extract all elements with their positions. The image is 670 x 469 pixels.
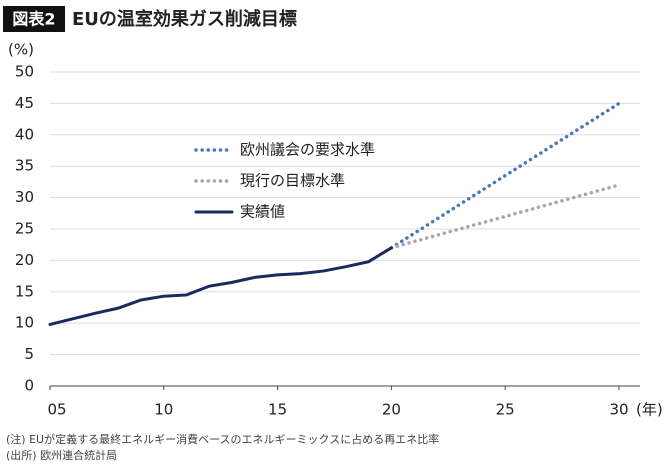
y-tick-label: 40 [15,125,34,143]
y-tick-label: 20 [15,251,34,269]
y-tick-label: 45 [15,94,34,112]
source: (出所) 欧州連合統計局 [6,448,117,462]
x-tick-label: 10 [154,401,173,419]
series-line [389,101,621,250]
note: (注) EUが定義する最終エネルギー消費ベースのエネルギーミックスに占める再エネ… [6,432,439,446]
y-tick-label: 35 [15,157,34,175]
chart-title: EUの温室効果ガス削減目標 [72,8,297,30]
legend-label: 欧州議会の要求水準 [240,141,375,159]
y-tick-label: 30 [15,188,34,206]
series-line [48,246,393,326]
series-line [389,183,621,250]
y-unit: (%) [8,41,34,59]
badge-box [3,6,65,32]
x-tick-label: 30 [609,401,628,419]
y-tick-label: 0 [24,377,34,395]
x-tick-label: 25 [496,401,515,419]
legend-label: 現行の目標水準 [240,172,345,190]
y-tick-label: 15 [15,282,34,300]
x-tick-label: 05 [47,401,66,419]
y-tick-label: 50 [15,63,34,81]
x-tick-label: 20 [382,401,401,419]
y-tick-label: 10 [15,314,34,332]
x-tick-label: 15 [268,401,287,419]
legend-label: 実績値 [240,203,285,221]
x-unit: (年) [636,401,663,419]
badge: 図表2 [12,10,55,29]
y-tick-label: 25 [15,220,34,238]
y-tick-label: 5 [24,345,34,363]
